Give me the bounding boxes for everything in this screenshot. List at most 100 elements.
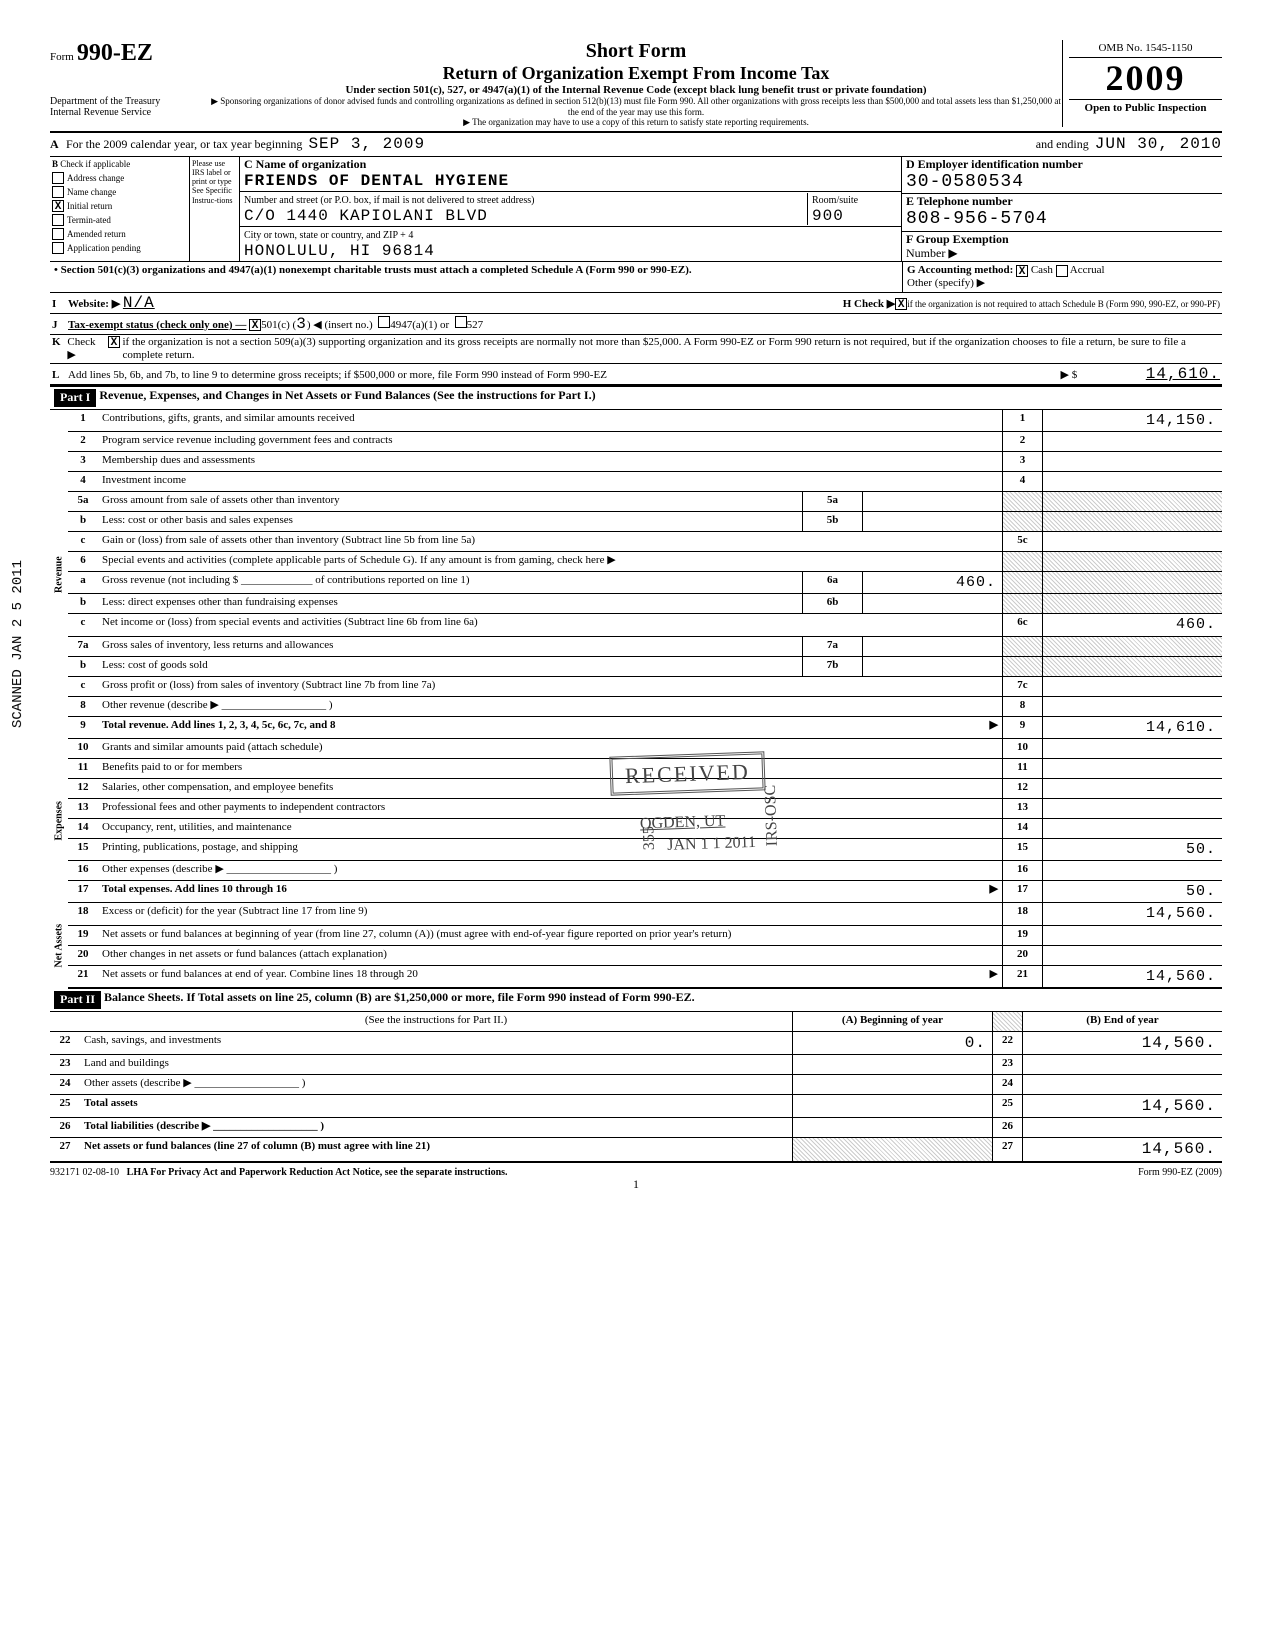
chk-name-change[interactable] [52, 186, 64, 198]
line-1: Contributions, gifts, grants, and simila… [98, 410, 1002, 431]
part2-header: Part II Balance Sheets. If Total assets … [50, 989, 1222, 1012]
part2-title: Balance Sheets. If Total assets on line … [104, 991, 695, 1009]
line-1-val: 14,150. [1042, 410, 1222, 431]
lbl-app-pending: Application pending [67, 243, 141, 253]
line-8: Other revenue (describe ▶ [102, 699, 219, 711]
tax-exempt-label: Tax-exempt status (check only one) — [68, 319, 246, 332]
website-label: Website: ▶ [68, 298, 120, 311]
line-18: Excess or (deficit) for the year (Subtra… [98, 903, 1002, 924]
line-19: Net assets or fund balances at beginning… [98, 926, 1002, 945]
chk-amended[interactable] [52, 228, 64, 240]
form-number: 990-EZ [77, 40, 153, 66]
lbl-amended: Amended return [67, 229, 126, 239]
line-22: Cash, savings, and investments [80, 1032, 792, 1054]
chk-terminated[interactable] [52, 214, 64, 226]
line-a-text: For the 2009 calendar year, or tax year … [66, 138, 302, 152]
addr-label: Number and street (or P.O. box, if mail … [244, 195, 534, 206]
line-9-val: 14,610. [1042, 717, 1222, 738]
chk-509a3[interactable] [108, 336, 120, 348]
lbl-initial-return: Initial return [67, 201, 112, 211]
line-20: Other changes in net assets or fund bala… [98, 946, 1002, 965]
line-j: J Tax-exempt status (check only one) — 5… [50, 314, 1222, 335]
line-23: Land and buildings [80, 1055, 792, 1074]
line-6b: Less: direct expenses other than fundrai… [98, 594, 802, 613]
line-25: Total assets [80, 1095, 792, 1117]
chk-app-pending[interactable] [52, 242, 64, 254]
chk-4947[interactable] [378, 316, 390, 328]
line-3: Membership dues and assessments [98, 452, 1002, 471]
org-city: HONOLULU, HI 96814 [244, 242, 435, 260]
line-6c-val: 460. [1042, 614, 1222, 635]
and-ending: and ending [1036, 138, 1089, 152]
footer-lha: LHA For Privacy Act and Paperwork Reduct… [127, 1167, 508, 1178]
line-27: Net assets or fund balances (line 27 of … [80, 1138, 792, 1160]
lbl-cash: Cash [1031, 264, 1053, 276]
dept-irs: Internal Revenue Service [50, 107, 210, 119]
page-footer: 932171 02-08-10 LHA For Privacy Act and … [50, 1163, 1222, 1179]
chk-cash[interactable] [1016, 265, 1028, 277]
chk-not-schedule-b[interactable] [895, 298, 907, 310]
lbl-accrual: Accrual [1070, 264, 1105, 276]
other-specify: Other (specify) ▶ [907, 277, 985, 289]
line-5b: Less: cost or other basis and sales expe… [98, 512, 802, 531]
line-21-val: 14,560. [1042, 966, 1222, 987]
chk-address-change[interactable] [52, 172, 64, 184]
chk-accrual[interactable] [1056, 265, 1068, 277]
city-label: City or town, state or country, and ZIP … [244, 230, 413, 241]
chk-initial-return[interactable] [52, 200, 64, 212]
part2-label: Part II [54, 991, 101, 1009]
f-label2: Number ▶ [906, 246, 958, 260]
org-room: 900 [812, 207, 844, 225]
col-b-header: (B) End of year [1022, 1012, 1222, 1031]
l-value: 14,610. [1080, 365, 1220, 383]
side-expenses: Expenses [50, 739, 68, 904]
c-label: C Name of organization [244, 157, 366, 171]
ein: 30-0580534 [906, 172, 1024, 192]
lbl-address-change: Address change [67, 173, 124, 183]
check-if-applicable: Check if applicable [60, 159, 130, 169]
open-public: Open to Public Inspection [1069, 99, 1222, 115]
website-value: N/A [123, 294, 155, 312]
part1-label: Part I [54, 389, 96, 407]
scanned-stamp: SCANNED JAN 2 5 2011 [10, 560, 26, 728]
line-18-val: 14,560. [1042, 903, 1222, 924]
part1-header: Part I Revenue, Expenses, and Changes in… [50, 385, 1222, 410]
line-4: Investment income [98, 472, 1002, 491]
line-7b: Less: cost of goods sold [98, 657, 802, 676]
col-a-header: (A) Beginning of year [792, 1012, 992, 1031]
line-25-b: 14,560. [1022, 1095, 1222, 1117]
lbl-501c: 501(c) ( [261, 319, 296, 332]
line-11: Benefits paid to or for members [98, 759, 1002, 778]
chk-527[interactable] [455, 316, 467, 328]
line-a: A For the 2009 calendar year, or tax yea… [50, 133, 1222, 156]
title-sponsor-note: ▶ Sponsoring organizations of donor advi… [210, 96, 1062, 117]
phone: 808-956-5704 [906, 209, 1048, 229]
line-17: Total expenses. Add lines 10 through 16 [102, 883, 287, 895]
f-label: F Group Exemption [906, 232, 1009, 246]
line-l: L Add lines 5b, 6b, and 7b, to line 9 to… [50, 364, 1222, 385]
section-501c3-note: • Section 501(c)(3) organizations and 49… [50, 262, 1222, 292]
tax-year-begin: SEP 3, 2009 [308, 135, 425, 153]
lbl-insert-no: ) ◀ (insert no.) [307, 319, 373, 332]
501c-number: 3 [296, 315, 307, 333]
k-text: if the organization is not a section 509… [122, 336, 1220, 361]
tax-year: 2009 [1069, 58, 1222, 99]
line-13: Professional fees and other payments to … [98, 799, 1002, 818]
k-check-label: Check ▶ [67, 336, 105, 361]
line-14: Occupancy, rent, utilities, and maintena… [98, 819, 1002, 838]
line-26: Total liabilities (describe ▶ [84, 1120, 210, 1132]
lbl-terminated: Termin-ated [67, 215, 111, 225]
d-label: D Employer identification number [906, 157, 1083, 171]
please-use-label: Please use IRS label or print or type Se… [190, 157, 240, 262]
line-10: Grants and similar amounts paid (attach … [98, 739, 1002, 758]
form-header: Form 990-EZ Department of the Treasury I… [50, 40, 1222, 133]
line-17-val: 50. [1042, 881, 1222, 902]
tax-year-end: JUN 30, 2010 [1095, 135, 1222, 153]
line-24: Other assets (describe ▶ [84, 1077, 192, 1089]
footer-form: Form 990-EZ (2009) [1138, 1167, 1222, 1179]
line-5c: Gain or (loss) from sale of assets other… [98, 532, 1002, 551]
chk-501c[interactable] [249, 319, 261, 331]
line-6c: Net income or (loss) from special events… [98, 614, 1002, 635]
dept-treasury: Department of the Treasury [50, 96, 210, 108]
title-under-section: Under section 501(c), 527, or 4947(a)(1)… [210, 84, 1062, 97]
